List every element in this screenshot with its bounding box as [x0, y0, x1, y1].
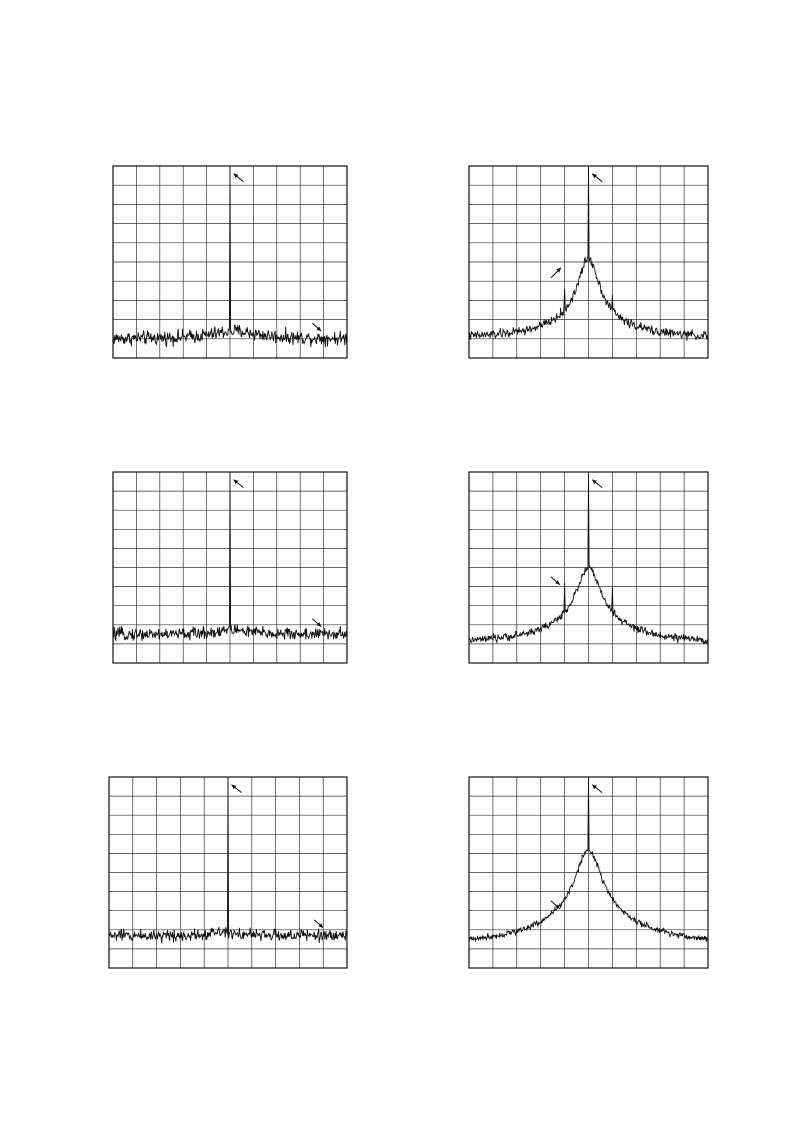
spectrum-trace — [112, 471, 348, 642]
spectrum-panel-middle-left — [112, 471, 348, 664]
annotation-arrowhead — [555, 904, 560, 909]
annotation-arrowhead — [231, 784, 237, 790]
spectrum-panel-middle-right — [468, 471, 709, 664]
spectrum-panel-bottom-right — [468, 776, 709, 969]
annotation-arrowhead — [318, 923, 324, 928]
spectrum-trace — [108, 776, 348, 944]
annotation-arrowhead — [556, 267, 562, 273]
spectrum-panel-bottom-left — [108, 776, 348, 969]
annotation-arrowhead — [555, 580, 560, 585]
annotation-arrowhead — [233, 479, 239, 485]
spectrum-trace — [112, 165, 348, 348]
spectrum-panel-top-left — [112, 165, 348, 359]
annotation-arrowhead — [592, 173, 597, 179]
annotation-arrowhead — [233, 173, 239, 179]
spectrum-panel-top-right — [468, 165, 709, 359]
annotation-arrowhead — [592, 784, 597, 790]
annotation-arrowhead — [316, 622, 322, 627]
spectrum-trace — [468, 776, 709, 943]
annotation-arrowhead — [592, 479, 597, 485]
annotation-arrowhead — [316, 326, 322, 332]
spectrum-trace — [468, 471, 709, 645]
spectrum-trace — [468, 165, 709, 341]
